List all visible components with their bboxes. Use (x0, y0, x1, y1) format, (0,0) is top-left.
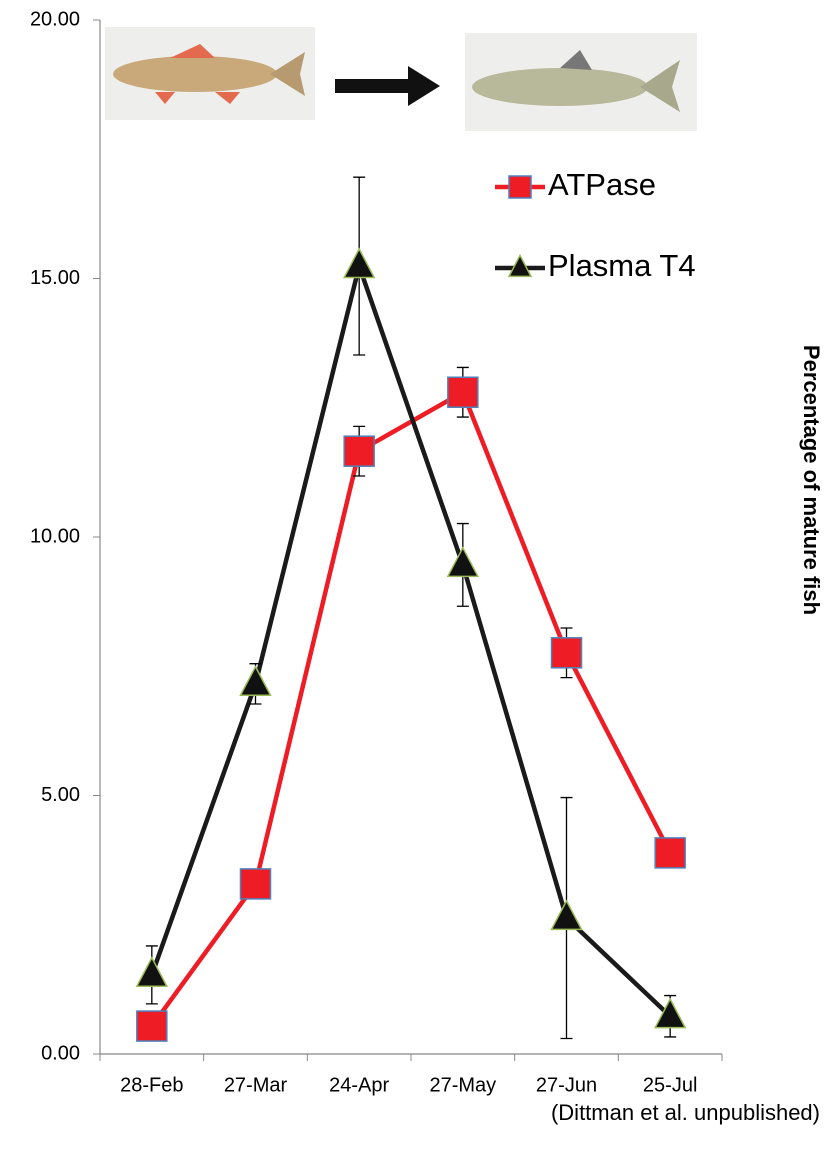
y2-axis-label: Percentage of mature fish (799, 345, 824, 615)
y-tick-label: 20.00 (30, 8, 80, 30)
y-tick-label: 5.00 (41, 784, 80, 806)
marker (239, 665, 272, 696)
marker (342, 247, 376, 279)
source-note: (Dittman et al. unpublished) (551, 1100, 820, 1125)
marker (550, 637, 583, 669)
marker (239, 868, 272, 900)
series-line (150, 389, 673, 1028)
y-tick-label: 10.00 (30, 525, 80, 547)
marker (653, 997, 687, 1029)
marker (654, 837, 686, 869)
x-tick-label: 28-Feb (120, 1074, 183, 1096)
marker (447, 376, 479, 408)
legend-label: ATPase (548, 167, 656, 202)
marker (136, 1010, 168, 1042)
x-tick-label: 24-Apr (329, 1074, 389, 1096)
x-tick-label: 25-Jul (643, 1074, 697, 1096)
fish-illustration (105, 27, 697, 131)
marker (550, 899, 583, 931)
marker (507, 253, 533, 278)
marker (135, 956, 169, 988)
y-tick-label: 15.00 (30, 267, 80, 289)
marker (508, 175, 532, 199)
x-tick-label: 27-May (429, 1074, 496, 1096)
marker (446, 546, 480, 578)
marker (343, 435, 375, 467)
legend-label: Plasma T4 (548, 248, 696, 283)
x-tick-label: 27-Jun (536, 1074, 597, 1096)
x-tick-label: 27-Mar (224, 1074, 288, 1096)
y-tick-label: 0.00 (41, 1042, 80, 1064)
series-line (149, 258, 672, 1018)
